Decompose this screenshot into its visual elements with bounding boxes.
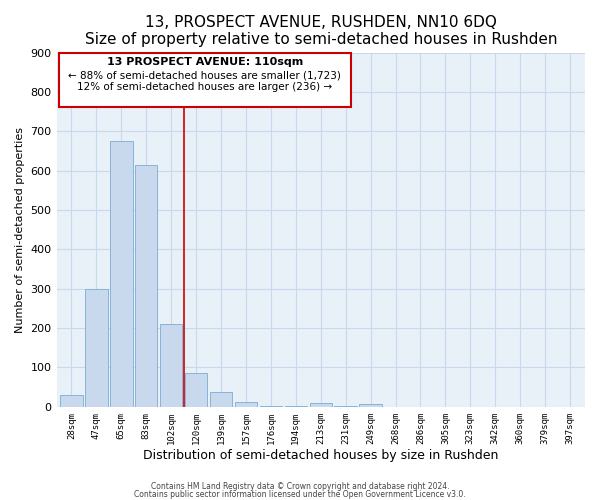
Text: 12% of semi-detached houses are larger (236) →: 12% of semi-detached houses are larger (… (77, 82, 332, 92)
Bar (135, 165, 157, 407)
Bar (210, 392, 232, 407)
Text: Contains HM Land Registry data © Crown copyright and database right 2024.: Contains HM Land Registry data © Crown c… (151, 482, 449, 491)
Bar (110, 142, 133, 407)
Bar (235, 402, 257, 407)
Bar (334, 406, 357, 407)
X-axis label: Distribution of semi-detached houses by size in Rushden: Distribution of semi-detached houses by … (143, 450, 499, 462)
Bar (85, 289, 107, 407)
Text: ← 88% of semi-detached houses are smaller (1,723): ← 88% of semi-detached houses are smalle… (68, 70, 341, 80)
Text: 13 PROSPECT AVENUE: 110sqm: 13 PROSPECT AVENUE: 110sqm (107, 57, 303, 67)
Bar (359, 404, 382, 407)
Bar (160, 324, 182, 407)
Bar (284, 406, 307, 407)
Title: 13, PROSPECT AVENUE, RUSHDEN, NN10 6DQ
Size of property relative to semi-detache: 13, PROSPECT AVENUE, RUSHDEN, NN10 6DQ S… (85, 15, 557, 48)
FancyBboxPatch shape (59, 52, 350, 107)
Bar (310, 403, 332, 407)
Y-axis label: Number of semi-detached properties: Number of semi-detached properties (15, 127, 25, 333)
Bar (185, 374, 208, 407)
Bar (260, 406, 282, 407)
Text: Contains public sector information licensed under the Open Government Licence v3: Contains public sector information licen… (134, 490, 466, 499)
Bar (60, 395, 83, 407)
